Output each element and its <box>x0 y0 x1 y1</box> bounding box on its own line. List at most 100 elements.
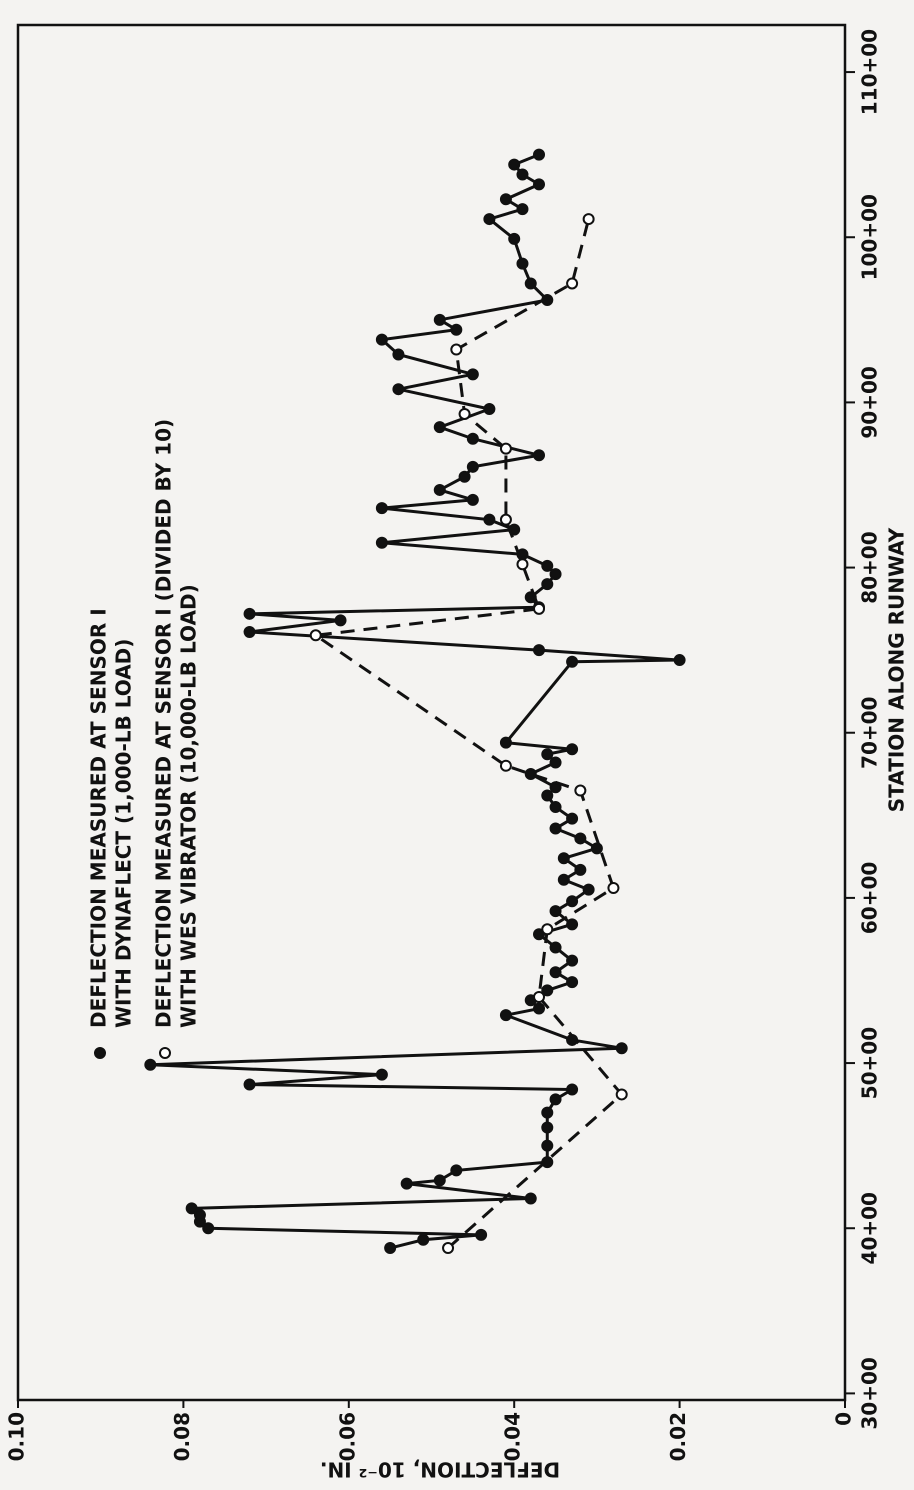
data-point <box>458 407 471 420</box>
data-point <box>574 832 587 845</box>
data-point <box>524 277 537 290</box>
data-point <box>243 1078 256 1091</box>
data-point <box>541 578 554 591</box>
data-point <box>566 743 579 756</box>
data-point <box>549 905 562 918</box>
data-point <box>516 203 529 216</box>
data-point <box>433 483 446 496</box>
plot-frame <box>16 23 847 1402</box>
legend-label: WITH DYNAFLECT (1,000-LB LOAD) <box>112 639 136 1028</box>
data-point <box>541 789 554 802</box>
data-point <box>466 368 479 381</box>
data-point <box>557 873 570 886</box>
data-point <box>566 918 579 931</box>
data-point <box>508 158 521 171</box>
data-point <box>499 442 512 455</box>
data-point <box>375 536 388 549</box>
data-point <box>442 1242 455 1255</box>
data-point <box>533 178 546 191</box>
data-point <box>475 1228 488 1241</box>
data-point <box>499 759 512 772</box>
x-tick-label: 80+00 <box>858 531 882 603</box>
x-tick-label: 60+00 <box>858 862 882 934</box>
data-point <box>334 614 347 627</box>
data-point <box>243 607 256 620</box>
data-point <box>549 568 562 581</box>
data-point <box>516 558 529 571</box>
series-line <box>150 153 680 1250</box>
y-tick-label: 0.10 <box>5 1412 29 1461</box>
data-point <box>458 470 471 483</box>
data-point <box>566 655 579 668</box>
data-point <box>673 654 686 667</box>
data-point <box>549 966 562 979</box>
data-point <box>516 168 529 181</box>
x-tick-label: 110+00 <box>858 29 882 115</box>
data-point <box>433 1174 446 1187</box>
data-point <box>533 449 546 462</box>
y-tick-label: 0.02 <box>666 1412 690 1461</box>
x-tick-label: 70+00 <box>858 697 882 769</box>
data-point <box>375 333 388 346</box>
data-point <box>533 990 546 1003</box>
data-point <box>466 460 479 473</box>
x-axis-label: STATION ALONG RUNWAY <box>885 527 909 812</box>
data-point <box>185 1202 198 1215</box>
data-point <box>499 193 512 206</box>
data-point <box>392 348 405 361</box>
data-point <box>499 513 512 526</box>
data-point <box>202 1222 215 1235</box>
data-point <box>566 976 579 989</box>
data-point <box>466 432 479 445</box>
y-tick-label: 0.04 <box>501 1412 525 1461</box>
data-point <box>524 1192 537 1205</box>
data-point <box>144 1058 157 1071</box>
data-point <box>541 1139 554 1152</box>
data-point <box>541 923 554 936</box>
data-point <box>549 822 562 835</box>
x-tick-label: 100+00 <box>858 194 882 280</box>
data-point <box>582 213 595 226</box>
data-point <box>533 148 546 161</box>
legend-marker <box>94 1047 106 1059</box>
data-point <box>193 1209 206 1222</box>
data-point <box>541 559 554 572</box>
data-point <box>541 1121 554 1134</box>
data-point <box>541 1156 554 1169</box>
data-point <box>508 232 521 245</box>
x-tick-label: 50+00 <box>858 1027 882 1099</box>
legend-label: DEFLECTION MEASURED AT SENSOR I <box>87 608 111 1028</box>
data-point <box>483 513 496 526</box>
y-axis-label: DEFLECTION, 10⁻² IN. <box>320 1458 560 1482</box>
data-point <box>499 1009 512 1022</box>
data-point <box>384 1242 397 1255</box>
data-point <box>450 343 463 356</box>
data-point <box>483 403 496 416</box>
data-point <box>557 852 570 865</box>
data-point <box>533 644 546 657</box>
y-tick-label: 0 <box>832 1412 856 1426</box>
data-point <box>541 748 554 761</box>
data-point <box>400 1177 413 1190</box>
x-tick-label: 40+00 <box>858 1192 882 1264</box>
data-point <box>566 277 579 290</box>
y-tick-label: 0.08 <box>170 1412 194 1461</box>
series-line <box>311 218 624 1250</box>
data-point <box>549 756 562 769</box>
y-tick-label: 0.06 <box>335 1412 359 1461</box>
data-point <box>566 954 579 967</box>
data-point <box>499 736 512 749</box>
data-point <box>549 941 562 954</box>
legend-marker <box>159 1047 171 1059</box>
data-point <box>549 801 562 814</box>
data-point <box>516 257 529 270</box>
data-point <box>582 883 595 896</box>
data-point <box>607 881 620 894</box>
data-point <box>541 1106 554 1119</box>
data-point <box>450 323 463 336</box>
data-point <box>549 1093 562 1106</box>
data-point <box>433 421 446 434</box>
data-point <box>417 1233 430 1246</box>
data-point <box>590 842 603 855</box>
